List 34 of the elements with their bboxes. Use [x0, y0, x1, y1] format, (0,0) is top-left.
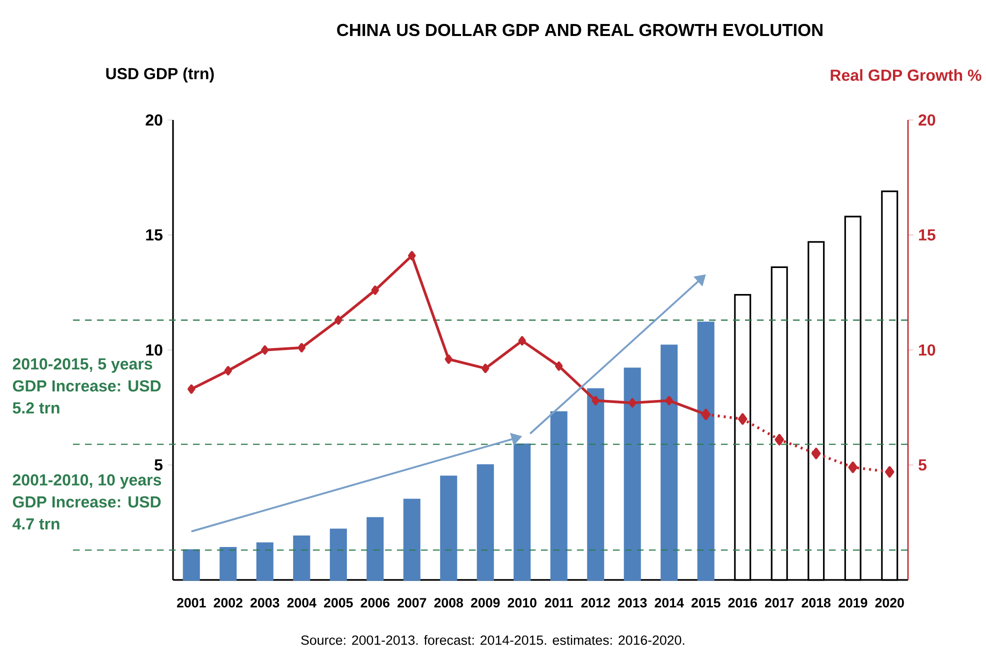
x-tick-label: 2018 — [802, 598, 831, 608]
x-tick-label: 2019 — [838, 598, 868, 608]
x-tick-label: 2006 — [360, 598, 390, 608]
text: 2010-2015, 5 years GDP Increase: USD 5.2 trn — [12, 358, 161, 414]
y-tick-label: 15 — [146, 229, 163, 241]
x-tick-label: 2003 — [250, 598, 280, 608]
x-tick-label: 2016 — [728, 598, 757, 608]
x-tick-label: 2014 — [654, 598, 684, 608]
x-tick-label: 2004 — [287, 598, 316, 608]
x-tick-label: 2002 — [214, 598, 242, 608]
y2-tick-label: 5 — [918, 459, 926, 471]
y2-tick-label: 15 — [919, 229, 936, 241]
y2-tick-label: 10 — [919, 344, 936, 356]
y2-axis-title: Real GDP Growth % — [830, 69, 982, 81]
source-note: Source: 2001-2013. forecast: 2014-2015. estimates: 2016-2020. — [301, 635, 684, 645]
x-tick-label: 2007 — [398, 598, 426, 608]
x-tick-label: 2015 — [692, 598, 720, 608]
x-tick-label: 2011 — [544, 598, 573, 608]
x-tick-label: 2010 — [508, 598, 536, 608]
x-tick-label: 2017 — [765, 598, 794, 608]
y-tick-label: 10 — [146, 344, 162, 356]
x-tick-label: 2012 — [581, 598, 610, 608]
y2-tick-label: 20 — [918, 114, 936, 126]
text: 2001-2010, 10 years GDP Increase: USD 4.7 trn — [12, 474, 162, 530]
x-tick-label: 2009 — [471, 598, 500, 608]
x-tick-label: 2020 — [875, 598, 904, 608]
x-tick-label: 2005 — [324, 598, 353, 608]
y-tick-label: 5 — [154, 459, 163, 471]
x-tick-label: 2013 — [618, 598, 647, 608]
x-tick-label: 2008 — [434, 598, 464, 608]
chart-title: CHINA US DOLLAR GDP AND REAL GROWTH EVOLUTION — [337, 24, 822, 36]
y-tick-label: 20 — [146, 114, 162, 126]
x-tick-label: 2001 — [177, 598, 206, 608]
y-axis-title: USD GDP (trn) — [106, 68, 214, 82]
